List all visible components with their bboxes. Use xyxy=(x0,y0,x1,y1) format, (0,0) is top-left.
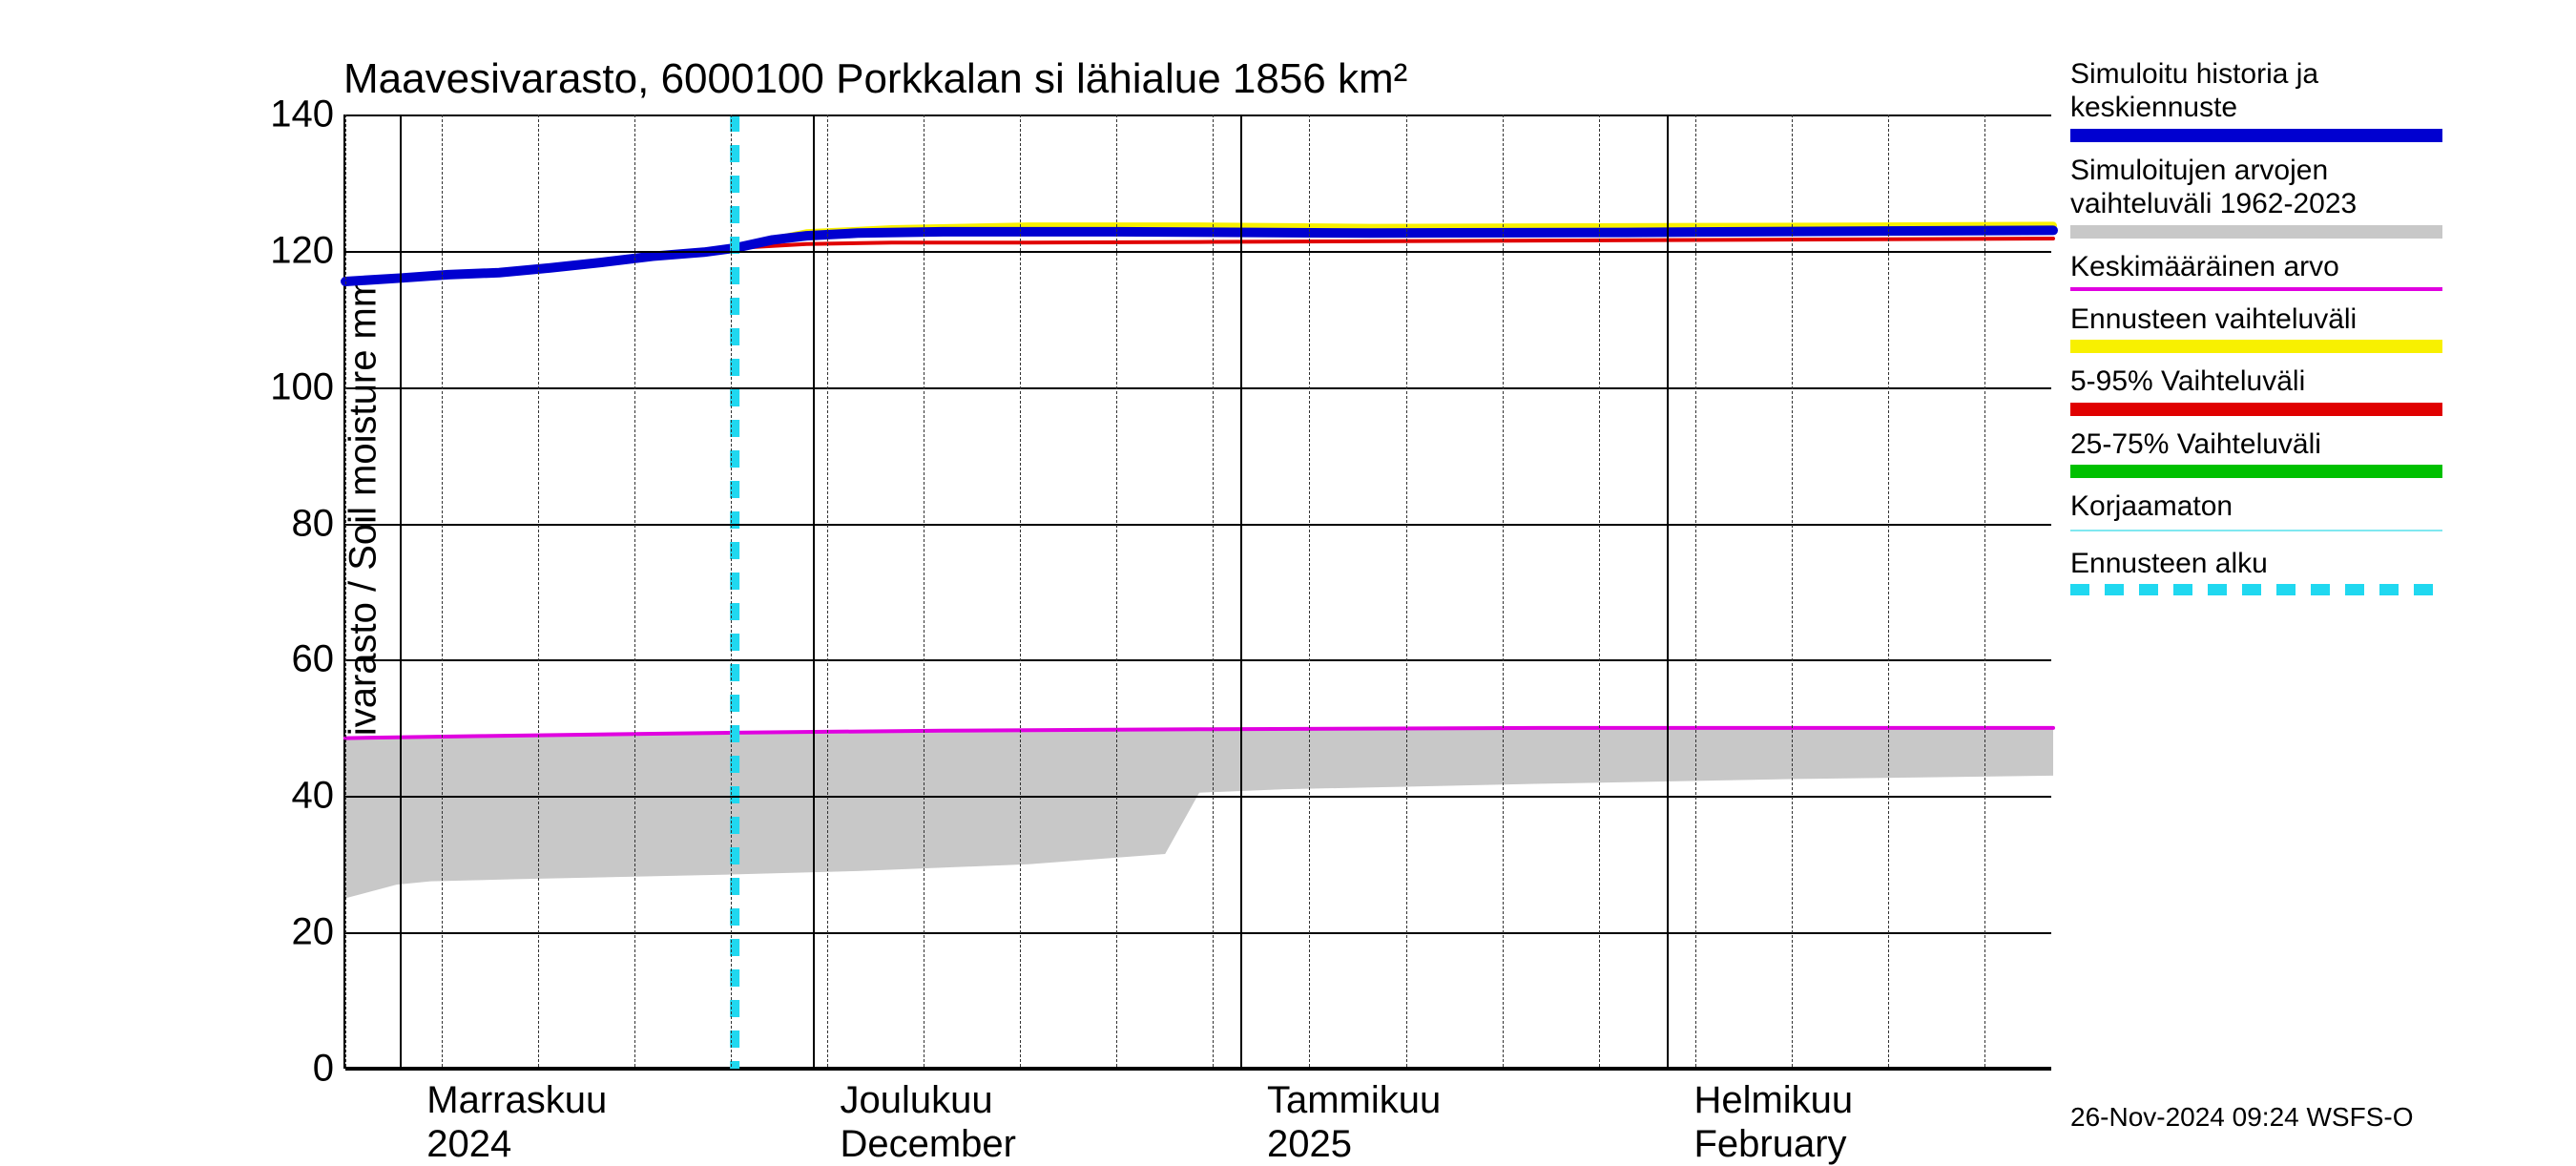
plot-area xyxy=(343,115,2051,1069)
legend-item: 5-95% Vaihteluväli xyxy=(2070,364,2566,415)
legend-swatch xyxy=(2070,340,2442,353)
x-tick-label: HelmikuuFebruary xyxy=(1693,1078,1853,1166)
y-tick-label: 100 xyxy=(270,365,334,408)
legend-text: 25-75% Vaihteluväli xyxy=(2070,427,2566,461)
y-tick-label: 40 xyxy=(292,775,335,818)
legend-text: 5-95% Vaihteluväli xyxy=(2070,364,2566,398)
x-tick-label: Marraskuu2024 xyxy=(426,1078,607,1166)
line-forecast_band_bot_red xyxy=(735,239,2053,248)
legend-swatch xyxy=(2070,129,2442,142)
legend-swatch xyxy=(2070,465,2442,478)
legend-item: Simuloitu historia jakeskiennuste xyxy=(2070,57,2566,142)
y-tick-label: 20 xyxy=(292,911,335,954)
legend-text: Simuloitu historia ja xyxy=(2070,57,2566,91)
legend-text: Ennusteen vaihteluväli xyxy=(2070,302,2566,336)
legend-text: vaihteluväli 1962-2023 xyxy=(2070,187,2566,220)
legend-item: 25-75% Vaihteluväli xyxy=(2070,427,2566,478)
y-tick-label: 140 xyxy=(270,94,334,136)
legend-text: Keskimääräinen arvo xyxy=(2070,250,2566,283)
legend-item: Ennusteen vaihteluväli xyxy=(2070,302,2566,353)
plot-svg xyxy=(345,115,2051,1067)
y-tick-label: 0 xyxy=(313,1048,334,1091)
x-tick-label: JoulukuuDecember xyxy=(840,1078,1016,1166)
y-tick-label: 80 xyxy=(292,502,335,545)
legend-swatch xyxy=(2070,225,2442,239)
legend-item: Korjaamaton xyxy=(2070,489,2566,531)
legend-swatch xyxy=(2070,287,2442,291)
legend-swatch xyxy=(2070,530,2442,531)
legend-item: Simuloitujen arvojenvaihteluväli 1962-20… xyxy=(2070,154,2566,239)
y-tick-label: 60 xyxy=(292,638,335,681)
legend-text: Simuloitujen arvojen xyxy=(2070,154,2566,187)
legend-swatch xyxy=(2070,403,2442,416)
historical-range-band xyxy=(345,728,2053,899)
legend-text: Korjaamaton xyxy=(2070,489,2566,523)
legend-swatch xyxy=(2070,584,2442,595)
footer-timestamp: 26-Nov-2024 09:24 WSFS-O xyxy=(2070,1102,2414,1133)
legend: Simuloitu historia jakeskiennusteSimuloi… xyxy=(2070,57,2566,607)
y-tick-label: 120 xyxy=(270,229,334,272)
legend-item: Ennusteen alku xyxy=(2070,547,2566,595)
x-tick-label: Tammikuu2025 xyxy=(1267,1078,1441,1166)
chart-title: Maavesivarasto, 6000100 Porkkalan si läh… xyxy=(343,55,1407,103)
legend-text: Ennusteen alku xyxy=(2070,547,2566,580)
legend-item: Keskimääräinen arvo xyxy=(2070,250,2566,291)
chart-container: Maavesivarasto, 6000100 Porkkalan si läh… xyxy=(0,0,2576,1145)
legend-text: keskiennuste xyxy=(2070,91,2566,124)
